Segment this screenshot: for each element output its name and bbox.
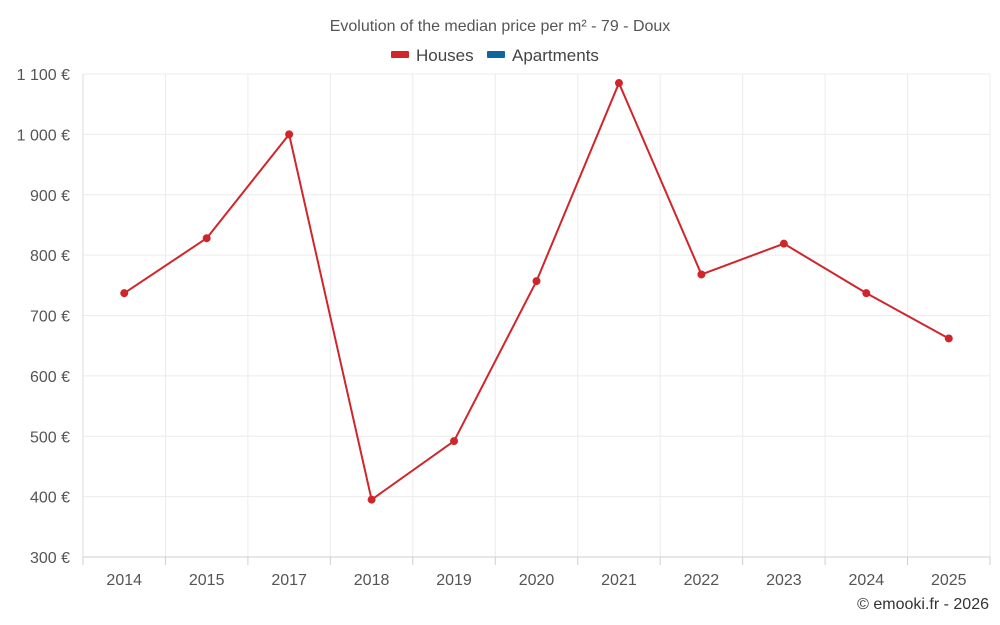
series — [120, 79, 953, 504]
x-tick-label: 2023 — [766, 572, 802, 589]
data-point-houses[interactable] — [614, 79, 623, 88]
y-tick-label: 600 € — [30, 369, 70, 386]
x-tick-label: 2018 — [354, 572, 390, 589]
y-tick-label: 800 € — [30, 248, 70, 265]
y-tick-label: 400 € — [30, 490, 70, 507]
y-tick-label: 300 € — [30, 550, 70, 567]
legend-houses-label[interactable]: Houses — [416, 46, 474, 65]
x-tick-label: 2021 — [601, 572, 637, 589]
legend-apartments-label[interactable]: Apartments — [512, 46, 599, 65]
x-tick-label: 2025 — [931, 572, 967, 589]
x-tick-label: 2022 — [684, 572, 720, 589]
data-point-houses[interactable] — [450, 437, 459, 446]
data-point-houses[interactable] — [367, 495, 376, 504]
data-point-houses[interactable] — [862, 289, 871, 298]
grid — [82, 73, 991, 558]
chart-title: Evolution of the median price per m² - 7… — [330, 18, 671, 35]
x-tick-label: 2014 — [106, 572, 142, 589]
x-tick-label: 2020 — [519, 572, 555, 589]
data-point-houses[interactable] — [944, 334, 953, 343]
y-tick-label: 1 100 € — [17, 67, 70, 84]
legend-apartments-swatch — [487, 51, 505, 58]
x-tick-label: 2019 — [436, 572, 472, 589]
data-point-houses[interactable] — [532, 277, 541, 286]
data-point-houses[interactable] — [697, 270, 706, 279]
data-point-houses[interactable] — [202, 234, 211, 243]
y-tick-label: 700 € — [30, 309, 70, 326]
data-point-houses[interactable] — [285, 130, 294, 139]
data-point-houses[interactable] — [779, 239, 788, 248]
legend: Houses Apartments — [391, 46, 599, 65]
legend-houses-swatch — [391, 51, 409, 58]
x-tick-label: 2024 — [849, 572, 885, 589]
data-point-houses[interactable] — [120, 289, 129, 298]
y-tick-label: 900 € — [30, 188, 70, 205]
y-tick-label: 1 000 € — [17, 127, 70, 144]
y-tick-label: 500 € — [30, 429, 70, 446]
x-tick-label: 2017 — [271, 572, 307, 589]
axes: 300 € 400 € 500 € 600 € 700 € 800 € 900 € 1 000… — [17, 67, 991, 589]
copyright-text: © emooki.fr - 2026 — [857, 596, 989, 613]
x-tick-label: 2015 — [189, 572, 225, 589]
